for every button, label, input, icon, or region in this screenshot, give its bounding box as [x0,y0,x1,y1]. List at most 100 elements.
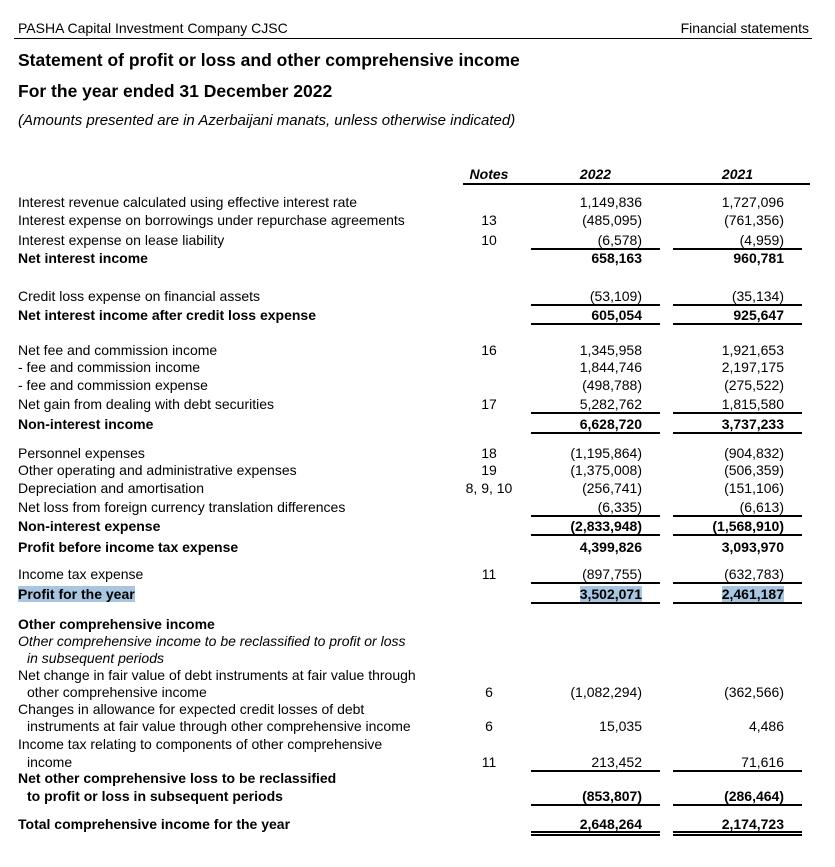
value-2022: (1,082,294) [531,683,642,701]
table-row: Income tax relating to components of oth… [0,735,835,753]
total-underline [531,534,660,536]
value-text: (53,109) [589,288,642,304]
table-row: other comprehensive income 6 (1,082,294) (3… [0,683,835,701]
row-label: Other operating and administrative expen… [18,462,297,478]
value-text: (6,578) [597,232,642,248]
row-note: 19 [481,462,497,478]
total-underline [531,412,660,414]
table-row: instruments at fair value through other … [0,717,835,735]
value-text: 1,149,836 [579,194,642,210]
table-row: Net interest income after credit loss ex… [0,306,835,324]
row-label: Net fee and commission income [18,342,218,358]
table-row: Other operating and administrative expen… [0,461,835,479]
table-row: Total comprehensive income for the year 2… [0,815,835,833]
value-text: (632,783) [724,566,784,582]
row-label: income [27,754,73,770]
table-row: Other comprehensive income [0,615,835,633]
value-2021: 71,616 [673,753,789,771]
row-label: Non-interest income [18,416,154,432]
double-underline [531,834,660,836]
row-label: Profit for the year [18,585,135,603]
value-text: 1,345,958 [579,342,642,358]
row-label: - fee and commission expense [18,377,208,393]
value-2022: 15,035 [531,717,647,735]
table-row: Income tax expense 11 (897,755) (632,783) [0,565,835,583]
value-2021: 960,781 [673,249,789,267]
table-row: Net other comprehensive loss to be recla… [0,769,835,787]
value-text: 3,502,071 [579,586,642,602]
table-row: to profit or loss in subsequent periods (… [0,787,835,805]
value-2022: (2,833,948) [531,517,642,535]
value-text: (1,375,008) [570,462,642,478]
table-row: Interest expense on borrowings under rep… [0,211,835,229]
table-row: Other comprehensive income to be reclass… [0,632,835,650]
value-2021: (4,959) [673,231,784,249]
value-text: (1,082,294) [570,684,642,700]
total-underline [531,248,660,250]
value-text: 15,035 [599,718,642,734]
value-text: (256,741) [582,480,642,496]
row-label: Depreciation and amortisation [18,480,204,496]
table-row: in subsequent periods [0,649,835,667]
row-label: Interest revenue calculated using effect… [18,194,358,210]
value-2022: 4,399,826 [531,538,647,556]
table-row: Net fee and commission income 16 1,345,958… [0,341,835,359]
column-header-2022: 2022 [579,166,612,182]
value-2022: 1,149,836 [531,193,647,211]
value-2022: (485,095) [531,211,642,229]
table-row: Non-interest income 6,628,720 3,737,233 [0,415,835,433]
total-underline [531,323,660,325]
value-2022: (897,755) [531,565,642,583]
row-label: instruments at fair value through other … [27,718,411,734]
row-label: Profit before income tax expense [18,539,239,555]
row-note: 6 [485,718,493,734]
double-underline [531,831,660,833]
value-text: 4,399,826 [579,539,642,555]
row-label: Interest expense on lease liability [18,232,225,248]
value-2021: 3,093,970 [673,538,789,556]
value-text: (853,807) [582,788,642,804]
company-name: PASHA Capital Investment Company CJSC [18,20,288,36]
value-text: (362,566) [724,684,784,700]
total-underline [673,304,802,306]
value-2021: (904,832) [673,444,784,462]
value-2022: 605,054 [531,306,647,324]
table-row: Profit before income tax expense 4,399,82… [0,538,835,556]
row-note: 16 [481,342,497,358]
table-row: Interest expense on lease liability 10 (6,… [0,231,835,249]
total-underline [673,323,802,325]
value-text: 3,093,970 [721,539,784,555]
row-label: Personnel expenses [18,445,145,461]
value-2022: (6,335) [531,498,642,516]
column-header-notes: Notes [469,166,509,182]
value-text: 6,628,720 [579,416,642,432]
value-text: (35,134) [731,288,784,304]
table-row: Net loss from foreign currency translati… [0,498,835,516]
value-text: 925,647 [733,307,784,323]
value-text: 2,197,175 [721,359,784,375]
table-row: Depreciation and amortisation 8, 9, 10 (25… [0,479,835,497]
row-note: 11 [481,754,497,770]
row-label: Income tax expense [18,566,144,582]
table-row: Net interest income 658,163 960,781 [0,249,835,267]
value-text: 1,844,746 [579,359,642,375]
statement-period: For the year ended 31 December 2022 [18,81,333,101]
row-note: 10 [481,232,497,248]
row-label: Net interest income after credit loss ex… [18,307,316,323]
total-underline [531,304,660,306]
value-text: (897,755) [582,566,642,582]
value-2021: 1,815,580 [673,395,789,413]
value-2021: (286,464) [673,787,784,805]
value-text: 1,727,096 [721,194,784,210]
row-label: to profit or loss in subsequent periods [27,788,283,804]
value-2021: 2,174,723 [673,815,789,833]
table-row: Interest revenue calculated using effect… [0,193,835,211]
value-2021: (35,134) [673,287,784,305]
table-row: Profit for the year 3,502,071 2,461,187 [0,585,835,603]
value-text: (286,464) [724,788,784,804]
total-underline [673,804,802,806]
row-note: 13 [481,212,497,228]
value-2022: (853,807) [531,787,642,805]
value-2021: 4,486 [673,717,789,735]
value-2021: (6,613) [673,498,784,516]
